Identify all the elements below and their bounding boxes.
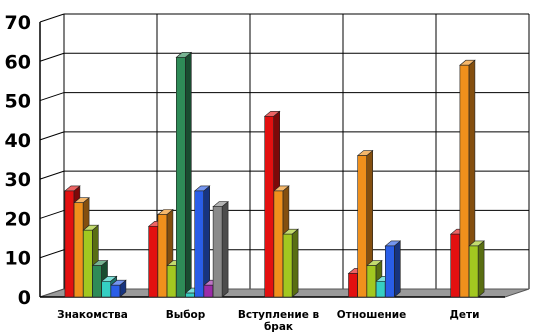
bar-front [64, 190, 75, 298]
bar-front [166, 265, 177, 298]
bar [175, 51, 193, 298]
bar-front [194, 190, 204, 298]
x-category-label-line: Знакомства [57, 309, 128, 321]
bar-front [459, 64, 470, 298]
x-axis-category-labels: Знакомства Выбор Вступление в брак Отношение… [57, 309, 479, 333]
bar-side [291, 228, 299, 298]
bar-front [375, 280, 386, 298]
bar-front [348, 273, 358, 298]
y-tick-label: 10 [5, 248, 31, 270]
bar-front [92, 265, 102, 298]
y-tick-label: 30 [5, 169, 31, 191]
bar [110, 279, 127, 298]
bar [282, 228, 299, 298]
chart-grid [39, 13, 530, 298]
bar [384, 240, 402, 298]
bar-front [157, 214, 168, 298]
bar-front [148, 225, 158, 298]
bar-side [221, 201, 229, 298]
gridline-side [39, 249, 65, 259]
gridline-side [39, 13, 65, 23]
bar-front [273, 190, 284, 298]
x-category-label-line: брак [264, 321, 293, 333]
x-category-label-line: Вступление в [238, 309, 320, 321]
gridline-side [39, 92, 65, 102]
bar-front [185, 292, 195, 298]
gridline-side [39, 209, 65, 219]
x-category-label: Вступление в брак [238, 309, 320, 333]
y-tick-label: 40 [5, 130, 31, 152]
x-category-label: Отношение [337, 309, 407, 321]
gridline-side [39, 52, 65, 62]
bar-side [477, 240, 485, 298]
bar-side [185, 51, 192, 298]
x-category-label-line: Выбор [166, 309, 206, 321]
bar-front [176, 57, 186, 298]
y-tick-label: 50 [5, 91, 31, 113]
bar [212, 201, 229, 298]
x-category-label: Дети [450, 309, 480, 321]
bar-front [366, 265, 377, 298]
bar-front [101, 280, 111, 298]
bar-front [212, 206, 223, 298]
x-category-label-line: Дети [450, 309, 480, 321]
bar-front [468, 245, 479, 298]
bar-front [264, 115, 275, 298]
bar-front [73, 202, 84, 298]
gridline-side [39, 170, 65, 180]
bar-front [384, 245, 395, 298]
bar [468, 240, 485, 298]
chart-bars [64, 51, 485, 298]
gridline-side [39, 131, 65, 141]
bar-side [393, 240, 401, 298]
bar [193, 185, 211, 298]
bar-front [83, 229, 93, 298]
y-tick-label: 0 [18, 287, 31, 309]
bar-side [203, 185, 210, 298]
x-category-label-line: Отношение [337, 309, 407, 321]
bar [459, 59, 476, 298]
bar-front [203, 284, 214, 298]
bar-front [282, 233, 293, 298]
y-tick-label: 60 [5, 51, 31, 73]
bar-front [357, 155, 368, 298]
y-axis-tick-labels: 0 10 20 30 40 50 60 70 [5, 12, 31, 309]
bar [356, 149, 374, 298]
x-category-label: Выбор [166, 309, 206, 321]
bar-front [450, 233, 461, 298]
x-category-label: Знакомства [57, 309, 128, 321]
bar-front [110, 284, 121, 298]
y-tick-label: 20 [5, 208, 31, 230]
y-tick-label: 70 [5, 12, 31, 34]
